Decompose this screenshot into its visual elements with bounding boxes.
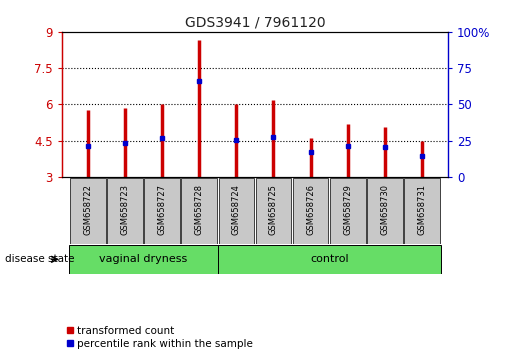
Bar <box>330 178 366 244</box>
Text: GSM658730: GSM658730 <box>381 184 389 235</box>
Text: control: control <box>310 254 349 264</box>
Bar <box>404 178 440 244</box>
Text: GSM658728: GSM658728 <box>195 184 204 235</box>
Text: vaginal dryness: vaginal dryness <box>99 254 187 264</box>
Bar <box>293 178 329 244</box>
Bar <box>367 178 403 244</box>
Bar <box>70 178 106 244</box>
Text: GSM658725: GSM658725 <box>269 184 278 235</box>
Text: GSM658726: GSM658726 <box>306 184 315 235</box>
Bar <box>181 178 217 244</box>
Bar <box>144 178 180 244</box>
Text: disease state: disease state <box>5 254 75 264</box>
Text: GSM658722: GSM658722 <box>83 184 92 235</box>
Text: GSM658724: GSM658724 <box>232 184 241 235</box>
Text: GSM658723: GSM658723 <box>121 184 129 235</box>
Legend: transformed count, percentile rank within the sample: transformed count, percentile rank withi… <box>67 326 253 349</box>
Bar <box>69 245 218 274</box>
Bar <box>107 178 143 244</box>
Title: GDS3941 / 7961120: GDS3941 / 7961120 <box>184 15 325 29</box>
Bar <box>255 178 291 244</box>
Text: GSM658731: GSM658731 <box>418 184 426 235</box>
Bar <box>218 178 254 244</box>
Text: GSM658729: GSM658729 <box>344 184 352 235</box>
Text: GSM658727: GSM658727 <box>158 184 166 235</box>
Bar <box>218 245 441 274</box>
